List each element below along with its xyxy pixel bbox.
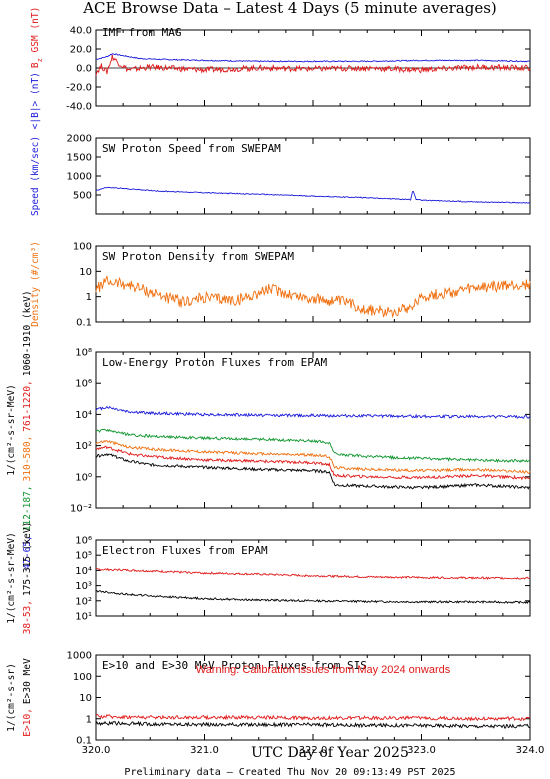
y-label-part: B [30, 62, 41, 68]
y-label-unit: (nT) [30, 72, 41, 101]
series-line-3 [95, 440, 531, 474]
panel-4: 10⁸ 10⁶ 10⁴ 10² 10⁰ 10⁻² Low-Energy Proton Flu… [6, 290, 531, 570]
y-label-part: 1060-1910 (keV) [22, 290, 33, 376]
x-tick-label: 322.0 [299, 745, 328, 756]
panel-title: IMF from MAG [102, 26, 181, 39]
series-line-2 [95, 428, 531, 464]
panel-title: Low-Energy Proton Fluxes from EPAM [102, 356, 328, 369]
y-tick-label: 10⁻² [70, 504, 92, 515]
panel-title: SW Proton Speed from SWEPAM [102, 142, 281, 155]
y-axis-label: <|B|> (nT) Bz GSM (nT) [30, 7, 44, 130]
y-axis-label: E>10, E>30 MeV [22, 658, 33, 737]
y-label-part: 310-580, [22, 436, 33, 482]
y-label-part: E>30 MeV [22, 658, 33, 704]
panel-title: E>10 and E>30 MeV Proton Fluxes from SIS [102, 659, 367, 672]
footer-note: Preliminary data – Created Thu Nov 20 09… [124, 767, 455, 778]
series-line-1 [95, 53, 531, 63]
panel-5: 10⁶ 10⁵ 10⁴ 10³ 10² 10¹ Electron Fluxes from E… [6, 522, 531, 635]
y-label-part: 761-1220, [22, 380, 33, 431]
calibration-warning: Warning: Calibration issues from May 202… [196, 664, 451, 676]
y-label-part: 175-315 (keV) [22, 522, 33, 596]
y-tick-label: 10⁸ [75, 348, 92, 359]
y-tick-label: 10⁰ [75, 472, 92, 483]
y-tick-label: 1500 [67, 153, 92, 164]
series-line-2 [95, 720, 530, 729]
y-tick-label: 10 [79, 693, 92, 704]
y-tick-label: -20.0 [66, 83, 92, 94]
y-tick-label: 100 [73, 672, 92, 683]
y-label-part: <|B|> [30, 100, 41, 129]
y-tick-label: 20.0 [70, 45, 92, 56]
y-tick-label: 10⁵ [75, 551, 92, 562]
panel-title: SW Proton Density from SWEPAM [102, 250, 294, 263]
series-line-4 [95, 445, 531, 481]
y-axis-label: Speed (km/sec) [30, 136, 41, 216]
y-tick-label: 0.0 [76, 64, 92, 75]
y-tick-label: 100 [73, 242, 92, 253]
panel-3: 100 10 1 0.1 SW Proton Density from SWEPAM De… [30, 241, 531, 329]
series-line-1 [95, 713, 531, 722]
series-line-2 [95, 590, 531, 605]
y-label-part: Density [30, 287, 41, 327]
y-tick-label: 1000 [67, 651, 92, 662]
y-tick-label: 10⁴ [75, 566, 92, 577]
y-tick-label: 10² [75, 596, 92, 607]
panel-6: 1000 100 10 1 0.1 E>10 and E>30 MeV Proton Fl… [6, 651, 544, 757]
y-tick-label: 1 [86, 292, 92, 303]
y-label-part: 38-53, [22, 600, 33, 634]
series-line-1 [95, 405, 531, 419]
y-axis-label: Density (#/cm³) [30, 241, 41, 327]
y-tick-label: 0.1 [76, 736, 92, 747]
y-axis-units: 1/(cm²-s-sr-MeV) [6, 532, 17, 624]
y-label-unit: (#/cm³) [30, 241, 41, 287]
y-axis-label: 38-53, 175-315 (keV) [22, 522, 33, 635]
x-tick-label: 321.0 [190, 745, 219, 756]
x-tick-label: 323.0 [407, 745, 436, 756]
y-tick-label: 10¹ [75, 612, 92, 623]
y-tick-label: 500 [73, 191, 92, 202]
y-label-part: 47-65, [22, 535, 33, 569]
series-line-1 [95, 567, 531, 580]
panel-2: 2000 1500 1000 500 SW Proton Speed from SWEP… [30, 134, 531, 216]
y-tick-label: 10² [75, 441, 92, 452]
x-axis-title: UTC Day of Year 2025 [251, 745, 409, 761]
y-label-unit: (nT) [30, 7, 41, 36]
y-label-unit: (km/sec) [30, 136, 41, 187]
x-tick-label: 320.0 [82, 745, 111, 756]
series-line-5 [95, 452, 531, 490]
x-tick-label: 324.0 [516, 745, 545, 756]
y-tick-label: 1000 [67, 172, 92, 183]
y-tick-label: 10⁴ [75, 410, 92, 421]
y-tick-label: 10 [79, 267, 92, 278]
y-label-subscript: z [36, 58, 44, 62]
series-line-2 [95, 54, 531, 76]
y-label-part: 112-187, [22, 485, 33, 531]
y-label-part: E>10, [22, 708, 33, 737]
y-tick-label: 10⁶ [75, 536, 92, 547]
y-axis-units: 1/(cm²-s-sr-MeV) [6, 384, 17, 476]
series-line-1 [95, 275, 531, 319]
y-tick-label: 40.0 [70, 26, 92, 37]
y-tick-label: -40.0 [66, 102, 92, 113]
panel-1: 40.0 20.0 0.0 -20.0 -40.0 IMF from MAG <|B|> (… [30, 7, 531, 130]
y-tick-label: 10³ [75, 581, 92, 592]
series-line-1 [95, 186, 530, 204]
y-tick-label: 1 [86, 714, 92, 725]
page-title: ACE Browse Data – Latest 4 Days (5 minut… [82, 0, 497, 17]
y-tick-label: 2000 [67, 134, 92, 145]
y-label-suffix: GSM [30, 35, 41, 58]
y-tick-label: 0.1 [76, 318, 92, 329]
y-axis-label: 47-65, 112-187, 310-580, 761-1220, 1060-1910… [22, 290, 33, 569]
y-axis-units: 1/(cm²-s-sr) [6, 663, 17, 732]
y-tick-label: 10⁶ [75, 379, 92, 390]
y-label-part: Speed [30, 187, 41, 216]
panel-title: Electron Fluxes from EPAM [102, 544, 268, 557]
